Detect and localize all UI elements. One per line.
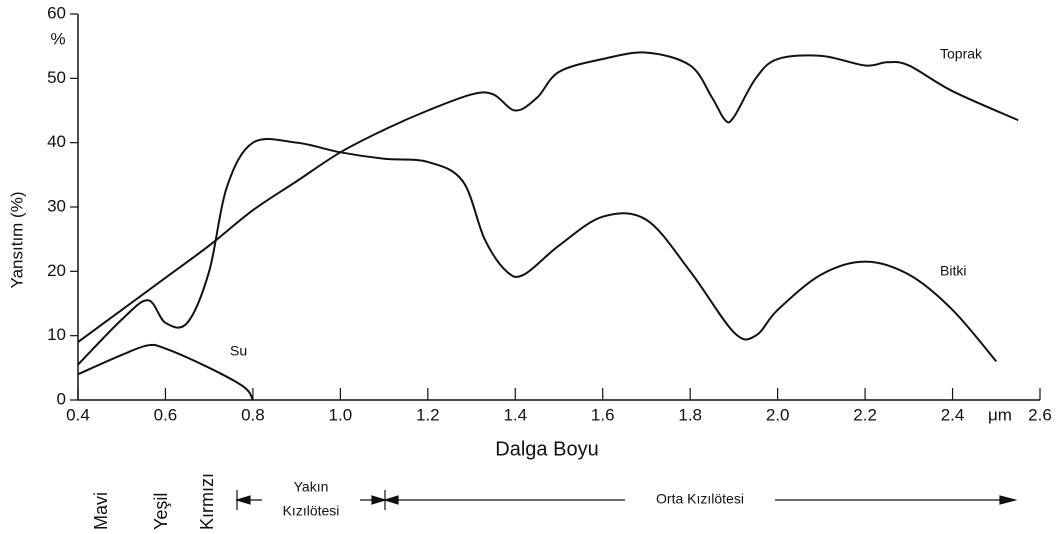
y-tick-label: 60: [47, 3, 66, 22]
series-line: [77, 343, 254, 401]
series-line: [77, 137, 998, 366]
x-tick-label: 0.8: [241, 405, 265, 424]
y-tick-label: 20: [47, 261, 66, 280]
region-label: Orta Kızılötesi: [656, 491, 744, 507]
x-tick-label: 2.2: [853, 405, 877, 424]
x-tick-label: 1.8: [678, 405, 702, 424]
region-label: Yakın: [294, 479, 329, 495]
y-axis-label: Yansıtım (%): [7, 192, 26, 289]
y-tick-label: 10: [47, 325, 66, 344]
band-label: Yeşil: [151, 493, 171, 530]
x-tick-label: 2.0: [766, 405, 790, 424]
series-label: Toprak: [940, 46, 983, 62]
series-label: Bitki: [940, 263, 966, 279]
y-tick-label: 50: [47, 68, 66, 87]
x-tick-label: 1.4: [503, 405, 527, 424]
band-label: Kırmızı: [197, 473, 217, 530]
y-tick-label: 30: [47, 196, 66, 215]
x-tick-label: 1.2: [416, 405, 440, 424]
x-tick-label: 2.6: [1028, 405, 1052, 424]
x-tick-label: 1.0: [329, 405, 353, 424]
region-label: Kızılötesi: [283, 503, 340, 519]
series-label: Su: [230, 343, 247, 359]
band-label: Mavi: [91, 492, 111, 530]
y-tick-label: 0: [57, 389, 66, 408]
x-unit: μm: [988, 405, 1012, 424]
x-tick-label: 1.6: [591, 405, 615, 424]
x-tick-label: 2.4: [941, 405, 965, 424]
x-tick-label: 0.4: [66, 405, 90, 424]
region-arrows: [234, 490, 1018, 510]
y-tick-label: 40: [47, 132, 66, 151]
x-axis-label: Dalga Boyu: [495, 438, 598, 460]
x-tick-label: 0.6: [154, 405, 178, 424]
y-unit: %: [50, 29, 65, 48]
series-line: [77, 51, 1019, 343]
